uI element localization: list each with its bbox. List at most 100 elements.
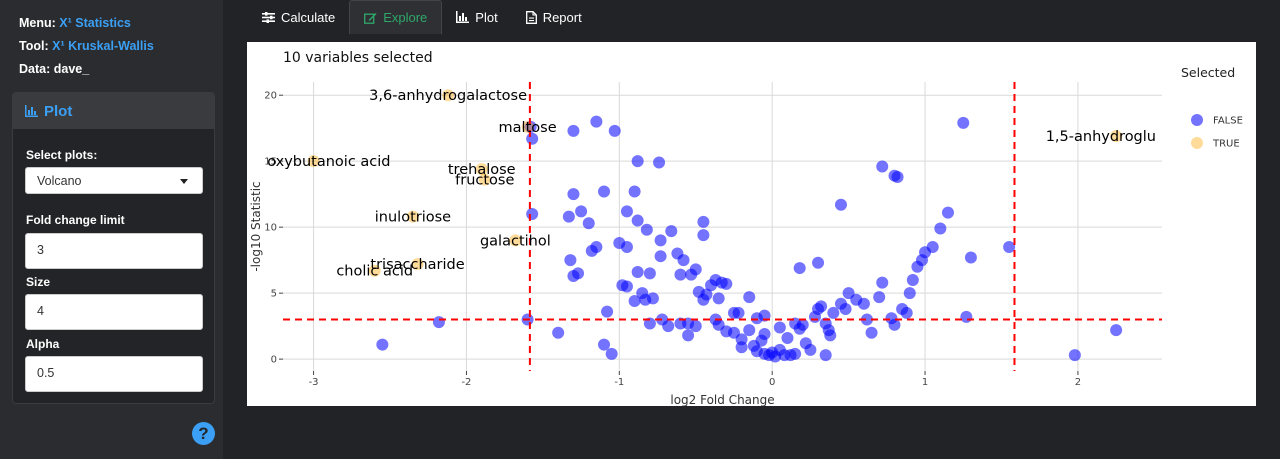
point-unselected	[552, 326, 565, 339]
tab-explore[interactable]: Explore	[349, 0, 443, 34]
y-tick-label: 10	[264, 223, 277, 234]
fold-change-input[interactable]: 3	[25, 233, 203, 269]
help-icon[interactable]: ?	[192, 422, 215, 445]
point-unselected	[941, 206, 954, 219]
point-selected	[442, 89, 455, 102]
point-unselected	[685, 268, 698, 281]
point-unselected	[567, 269, 580, 282]
legend-title: Selected	[1181, 65, 1235, 80]
point-unselected	[773, 321, 786, 334]
point-unselected	[876, 160, 889, 173]
point-unselected	[643, 267, 656, 280]
point-unselected	[575, 205, 588, 218]
point-unselected	[654, 250, 667, 263]
point-unselected	[873, 291, 886, 304]
tool-x1-logo: X¹	[52, 39, 65, 53]
point-selected	[478, 173, 491, 186]
point-unselected	[682, 329, 695, 342]
point-unselected	[582, 217, 595, 230]
point-unselected	[631, 266, 644, 279]
y-tick-label: 0	[271, 355, 277, 366]
point-unselected	[839, 302, 852, 315]
point-selected	[307, 155, 320, 168]
point-unselected	[590, 115, 603, 128]
point-unselected	[926, 240, 939, 253]
point-unselected	[735, 341, 748, 354]
point-label: trehalose	[448, 162, 516, 178]
point-unselected	[620, 280, 633, 293]
tab-plot[interactable]: Plot	[442, 0, 511, 34]
volcano-plot-container: 10 variables selected -3 -2 -1 0 1 2 0 5 10 15 20 lo…	[247, 42, 1256, 406]
point-unselected	[662, 320, 675, 333]
point-selected	[411, 258, 424, 271]
select-plots-value: Volcano	[37, 174, 82, 188]
x-tick-label: 0	[769, 377, 775, 388]
bar-chart-icon	[25, 105, 38, 117]
point-unselected	[646, 292, 659, 305]
tab-calculate-label: Calculate	[281, 9, 336, 25]
point-unselected	[598, 338, 611, 351]
point-unselected	[526, 207, 539, 220]
legend-swatch	[1191, 114, 1203, 126]
point-unselected	[891, 171, 904, 184]
y-tick-label: 20	[264, 91, 277, 102]
sidebar: Menu: X¹ Statistics Tool: X¹ Kruskal-Wal…	[0, 0, 223, 459]
document-icon	[525, 10, 537, 24]
point-unselected	[631, 155, 644, 168]
point-selected	[406, 210, 419, 223]
point-unselected	[605, 347, 618, 360]
menu-value-link[interactable]: Statistics	[75, 16, 131, 30]
point-unselected	[865, 326, 878, 339]
point-unselected	[900, 306, 913, 319]
point-label: oxybutanoic acid	[267, 154, 390, 170]
point-unselected	[620, 240, 633, 253]
point-unselected	[653, 156, 666, 169]
point-unselected	[567, 124, 580, 137]
alpha-input[interactable]: 0.5	[25, 356, 203, 392]
tool-line: Tool: X¹ Kruskal-Wallis	[19, 39, 154, 53]
data-label: Data:	[19, 62, 51, 76]
point-label: 3,6-anhydrogalactose	[369, 88, 527, 104]
point-unselected	[876, 276, 889, 289]
menu-line: Menu: X¹ Statistics	[19, 16, 131, 30]
point-unselected	[564, 254, 577, 267]
point-unselected	[834, 198, 847, 211]
point-unselected	[689, 320, 702, 333]
volcano-plot[interactable]: 10 variables selected-3 -2 -1 0 1 205101520lo…	[247, 42, 1256, 406]
tab-bar: Calculate Explore Plot Report	[248, 0, 596, 34]
panel-header: Plot	[13, 93, 214, 129]
point-unselected	[732, 306, 745, 319]
tab-calculate[interactable]: Calculate	[248, 0, 349, 34]
points	[307, 89, 1123, 363]
point-unselected	[376, 338, 389, 351]
point-unselected	[697, 229, 710, 242]
point-unselected	[697, 215, 710, 228]
point-unselected	[789, 347, 802, 360]
fold-change-label: Fold change limit	[26, 213, 125, 227]
point-unselected	[674, 268, 687, 281]
select-plots-dropdown[interactable]: Volcano	[25, 167, 203, 194]
menu-label: Menu:	[19, 16, 56, 30]
data-value: dave_	[53, 62, 90, 76]
point-unselected	[827, 306, 840, 319]
point-unselected	[815, 300, 828, 313]
point-unselected	[824, 329, 837, 342]
selection-annotation: 10 variables selected	[283, 50, 433, 66]
x-tick-label: 1	[922, 377, 928, 388]
tool-value-link[interactable]: Kruskal-Wallis	[68, 39, 154, 53]
point-label: fructose	[455, 173, 514, 189]
tab-report[interactable]: Report	[512, 0, 596, 34]
point-unselected	[567, 188, 580, 201]
point-unselected	[585, 244, 598, 257]
tab-plot-label: Plot	[475, 9, 498, 25]
alpha-label: Alpha	[26, 337, 60, 351]
legend-swatch	[1191, 137, 1203, 149]
point-unselected	[620, 205, 633, 218]
select-plots-label: Select plots:	[26, 148, 98, 162]
point-unselected	[562, 210, 575, 223]
size-input[interactable]: 4	[25, 294, 203, 330]
x-axis-title: log2 Fold Change	[670, 393, 774, 406]
point-label: trisaccharide	[370, 257, 464, 273]
point-unselected	[819, 349, 832, 362]
point-unselected	[743, 324, 756, 337]
